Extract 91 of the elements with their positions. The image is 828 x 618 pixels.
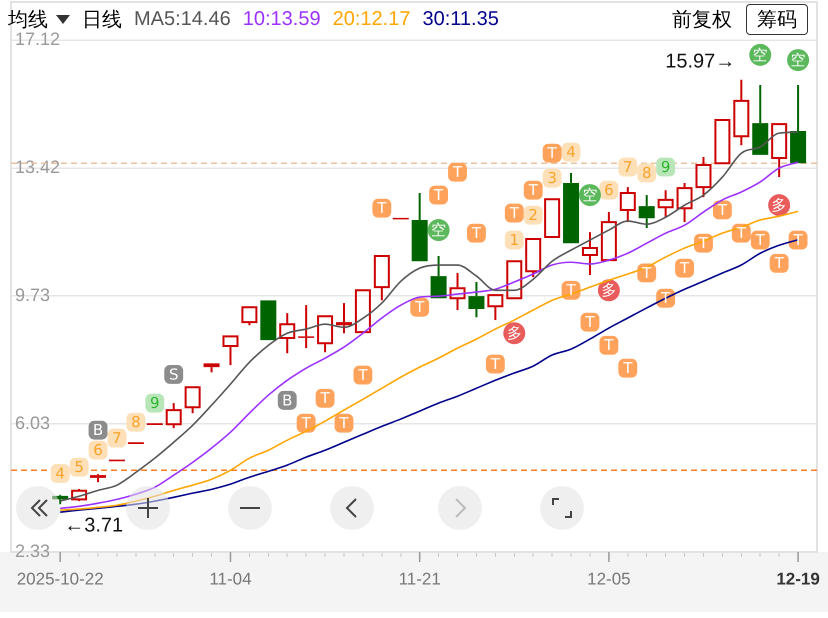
series-label: T — [584, 313, 596, 332]
text: T — [339, 414, 349, 432]
text: 日线 — [82, 8, 122, 33]
annotation: ←3.71 — [64, 514, 124, 537]
text: T — [623, 359, 632, 378]
x-tick-label: 11-04 — [209, 570, 252, 589]
text: T — [452, 163, 462, 182]
text: 空 — [431, 220, 446, 239]
text: 8 — [131, 413, 141, 432]
text: T — [642, 264, 652, 282]
candlestick — [336, 302, 352, 334]
candlestick — [317, 315, 334, 354]
text: T — [680, 259, 690, 278]
candlestick — [430, 255, 447, 298]
candlestick — [600, 211, 617, 262]
candlestick — [582, 231, 598, 276]
text: 20:12.17 — [332, 8, 410, 31]
candlestick — [468, 280, 484, 318]
text: T — [793, 230, 803, 249]
series-label: 多 — [506, 324, 522, 342]
x-tick-label: 12-19 — [776, 570, 820, 589]
candlestick — [412, 192, 428, 262]
text: 10:13.59 — [242, 8, 321, 31]
candlestick — [658, 189, 674, 218]
series-label: 7 — [112, 428, 122, 447]
series-label: 5 — [74, 458, 84, 476]
text: T — [320, 389, 330, 408]
candlestick — [695, 156, 712, 198]
text: T — [604, 336, 614, 354]
series-label: 3 — [547, 169, 557, 188]
series-label: 1 — [510, 230, 520, 249]
text: T — [302, 414, 311, 432]
y-tick-label: 6.03 — [15, 412, 50, 433]
text: T — [358, 366, 368, 384]
candlestick — [90, 473, 106, 484]
candlestick — [563, 172, 580, 244]
series-label: 6 — [93, 441, 103, 460]
candlestick — [166, 402, 182, 430]
text: T — [548, 144, 557, 162]
text: 9 — [150, 394, 160, 412]
text: T — [377, 199, 386, 218]
series-label: S — [168, 365, 178, 384]
candlestick — [733, 78, 750, 146]
candlestick — [771, 123, 788, 178]
candlestick — [620, 186, 636, 224]
candlestick — [790, 84, 806, 164]
candlestick — [752, 84, 768, 155]
candlestick — [487, 294, 504, 322]
text: 筹码 — [746, 4, 808, 35]
text: 空 — [582, 186, 598, 204]
text: T — [510, 204, 519, 222]
text: T — [472, 224, 482, 242]
text: 多 — [601, 281, 616, 300]
text: T — [415, 298, 424, 316]
text: T — [528, 181, 538, 200]
text: 空 — [790, 50, 806, 69]
candlestick — [676, 182, 693, 224]
text: T — [434, 186, 444, 204]
x-tick-label: 2025-10-22 — [16, 570, 104, 589]
series-label: 8 — [642, 164, 652, 182]
candlestick — [374, 255, 390, 302]
y-tick-label: 9.73 — [15, 284, 50, 305]
series-label: 9 — [660, 158, 670, 176]
text: 4 — [55, 464, 65, 482]
text: 30:11.35 — [422, 8, 499, 31]
candlestick — [279, 312, 296, 354]
candlestick — [204, 363, 220, 374]
series-label: 空 — [752, 46, 768, 64]
text: T — [736, 224, 746, 242]
text: T — [490, 354, 500, 373]
series-label: 2 — [528, 206, 538, 224]
candlestick — [298, 304, 314, 350]
x-tick-label: 12-05 — [587, 570, 631, 589]
y-tick-label: 2.33 — [15, 540, 50, 561]
candlestick — [544, 198, 560, 238]
annotation: 15.97→ — [665, 50, 736, 72]
series-label: 4 — [566, 143, 576, 162]
text: T — [774, 254, 784, 272]
text: T — [756, 230, 765, 249]
text: B — [92, 421, 104, 440]
text: MA5:14.46 — [134, 8, 231, 31]
x-tick-label: 11-21 — [398, 570, 441, 589]
text: T — [718, 200, 727, 219]
candlestick — [222, 335, 238, 366]
text: 7 — [623, 158, 633, 176]
text: 前复权 — [672, 8, 732, 33]
candlestick — [450, 272, 466, 312]
candlestick — [638, 194, 655, 229]
text: 6 — [604, 181, 614, 200]
series-label: B — [282, 391, 292, 410]
text: 多 — [772, 196, 787, 214]
